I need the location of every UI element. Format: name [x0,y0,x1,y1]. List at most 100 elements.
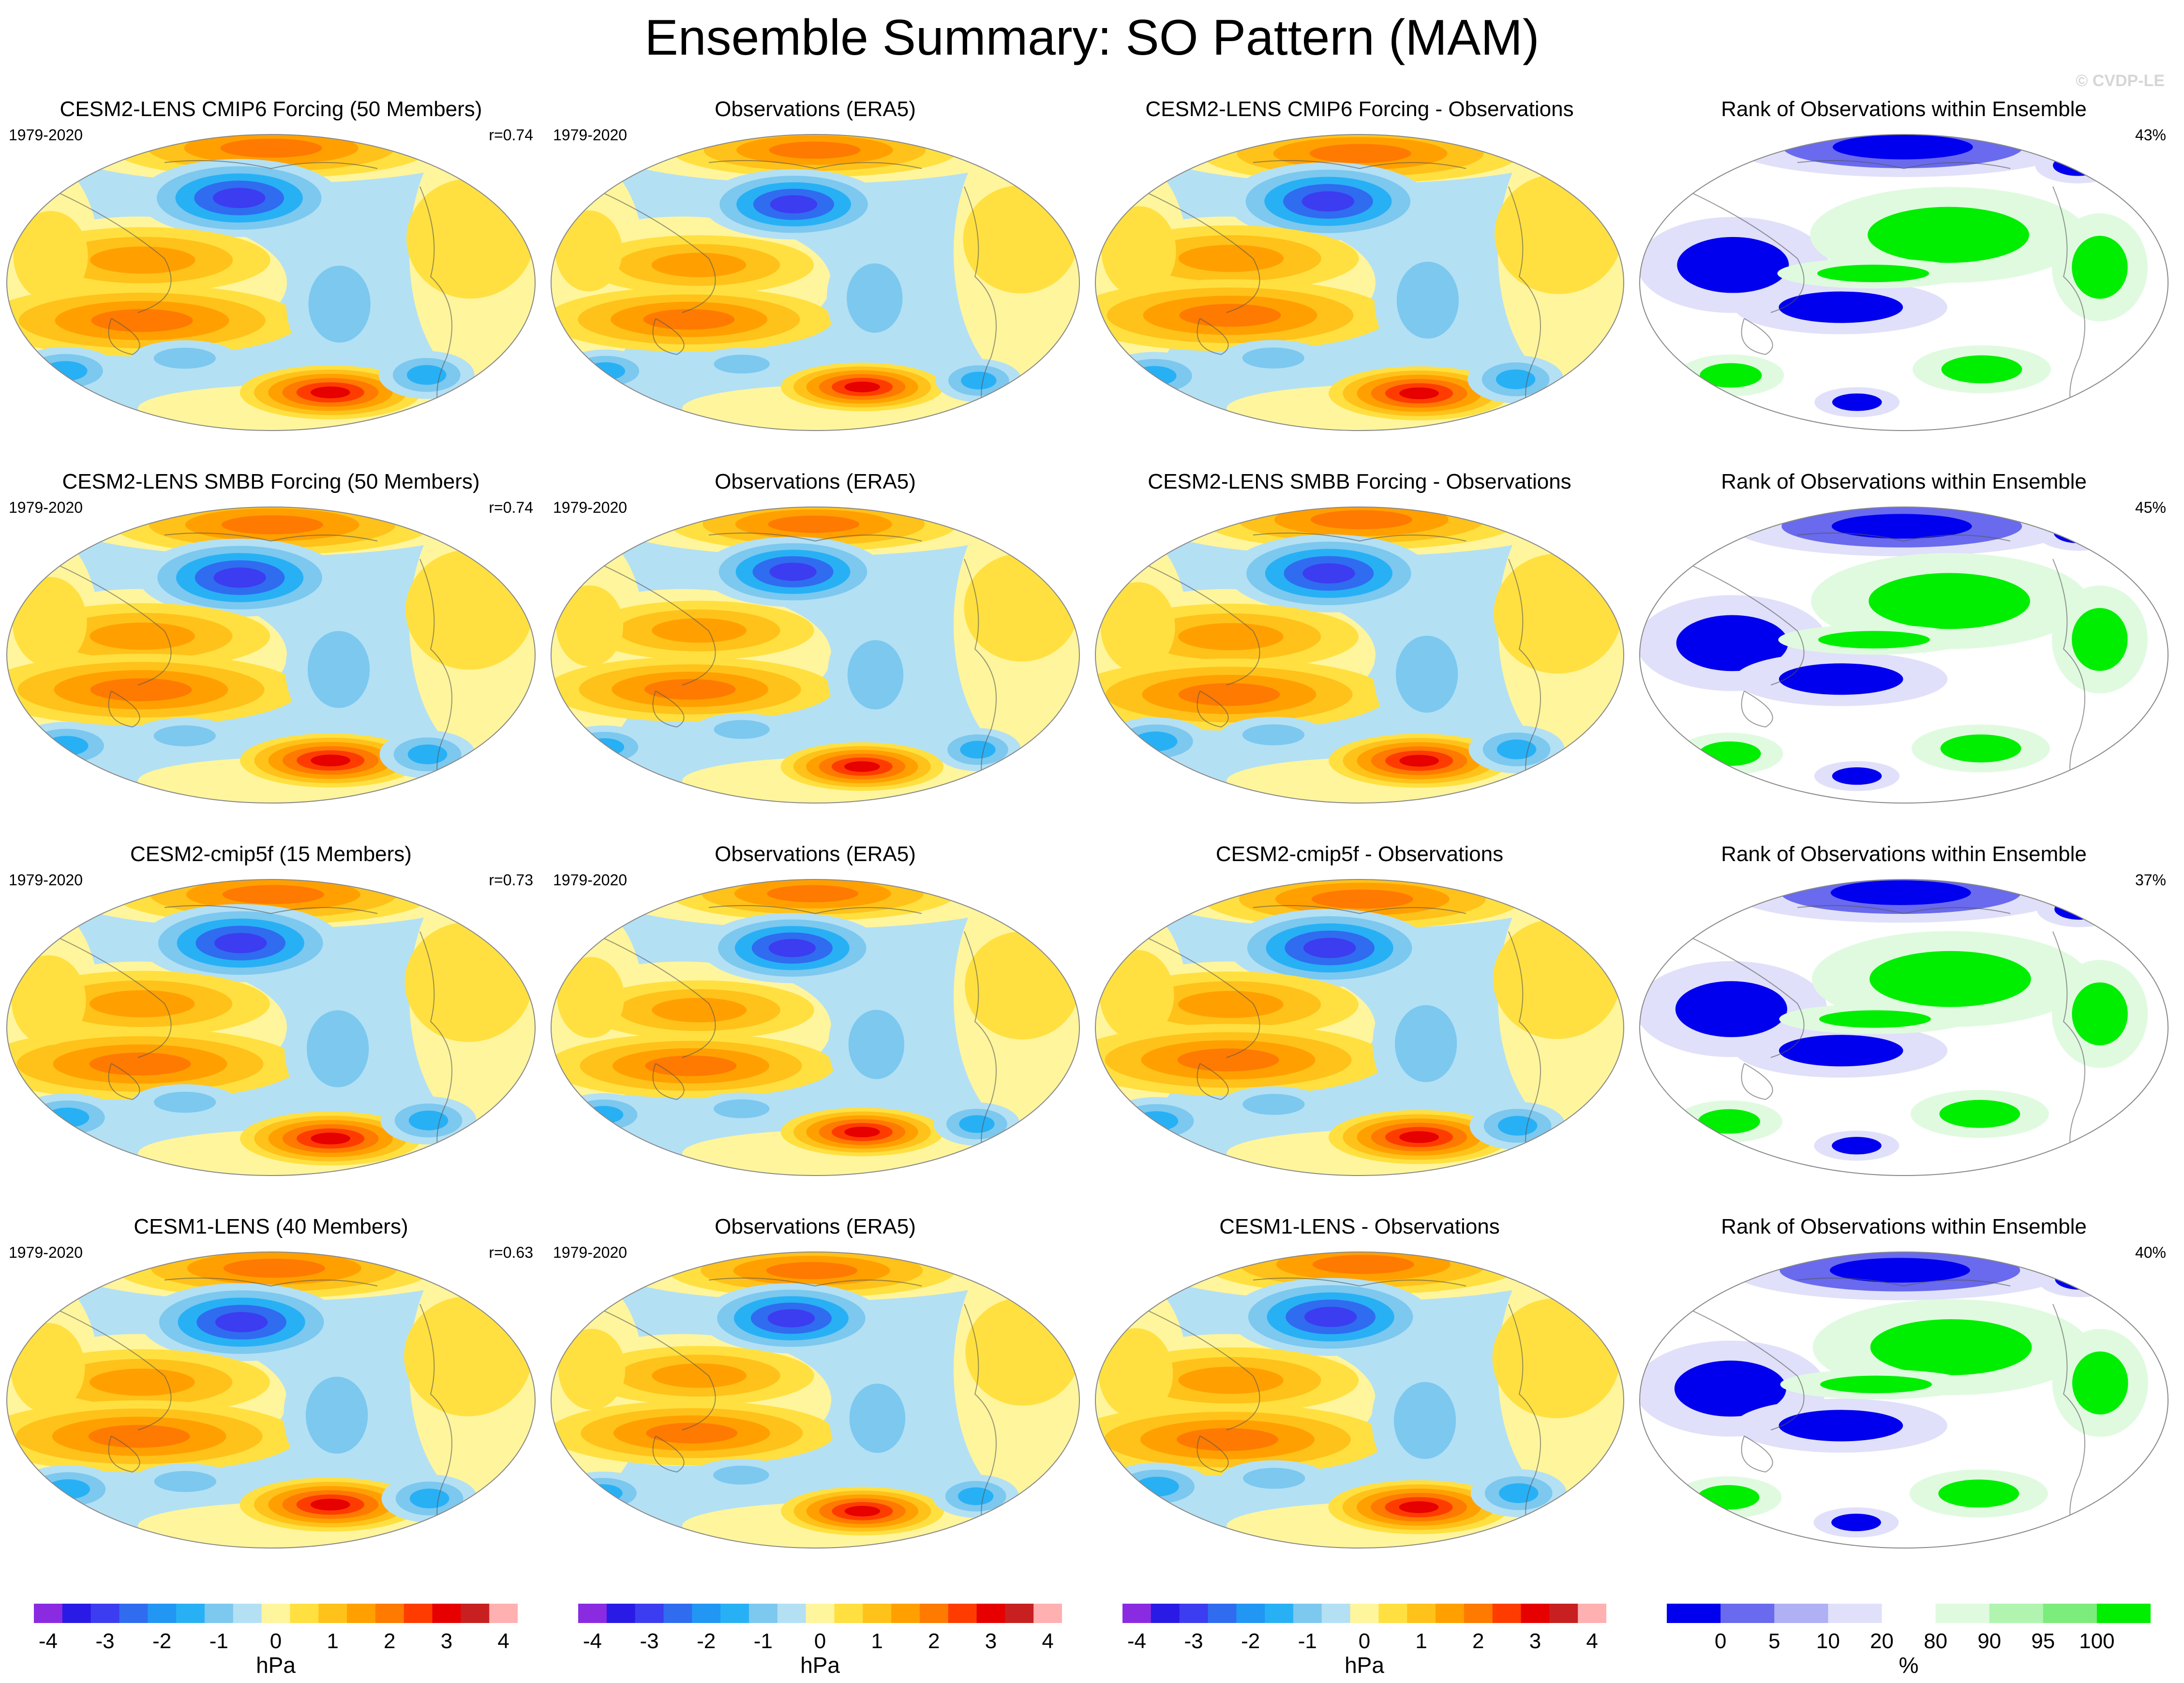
colorbar-swatch [1464,1604,1493,1623]
coastline [58,192,172,313]
map-rank [1639,506,2169,804]
contour-region [215,1312,268,1332]
colorbar-tick-label: 90 [1977,1629,2001,1653]
rank-panel: Rank of Observations within Ensemble 45% [1638,469,2170,808]
period-label: 1979-2020 [553,499,628,516]
coastline [1197,690,1229,728]
colorbar-swatch [1935,1604,1990,1623]
contour-region [90,622,195,650]
colorbar-swatch [919,1604,949,1623]
colorbar-swatch [1828,1604,1882,1623]
coastline [1146,192,1260,313]
map-border [6,879,536,1176]
coastline [1508,931,1541,1163]
contour-region [2037,1261,2123,1297]
colorbar-swatch [863,1604,892,1623]
map-slp [1095,1251,1624,1549]
coastline [1797,1277,2011,1287]
diff-panel: CESM2-LENS CMIP6 Forcing - Observations [1093,97,1626,435]
contour-region [961,372,997,390]
coastline [108,1063,140,1100]
contour-region [1178,1367,1284,1394]
obs-panel: Observations (ERA5) 1979-2020 [549,469,1081,808]
colorbar-swatch [1436,1604,1465,1623]
colorbar-swatch [1321,1604,1351,1623]
period-label: 1979-2020 [553,871,628,889]
colorbar-swatch [1005,1604,1034,1623]
contour-region [90,246,195,274]
colorbar-tick-label: 0 [270,1629,282,1653]
contour-region [651,253,747,277]
diff-panel: CESM2-cmip5f - Observations [1093,842,1626,1180]
coastline [602,192,716,313]
map-slp [6,506,536,804]
contour-region [766,1262,858,1280]
contour-region [1099,950,1174,1040]
contour-region [1310,510,1412,530]
contour-region [1399,1131,1439,1143]
colorbar-tick-label: 1 [871,1629,883,1653]
map-border [6,506,536,804]
colorbar-swatch [663,1604,692,1623]
contour-region [1178,683,1280,706]
contour-region [308,266,371,343]
colorbar-tick-label: 0 [1359,1629,1370,1653]
coastline [964,186,997,418]
colorbar-units: % [1899,1653,1919,1678]
map-slp [6,879,536,1176]
map-rank [1639,1251,2169,1549]
coastline [164,532,378,542]
contour-region [1699,741,1761,766]
contour-region [1301,191,1355,212]
obs-panel: Observations (ERA5) 1979-2020 [549,842,1081,1180]
contour-region [2036,515,2122,551]
colorbar-units: hPa [256,1653,296,1678]
coastline [652,1063,685,1100]
model-panel: CESM2-LENS CMIP6 Forcing (50 Members) 197… [5,97,537,435]
contour-region [153,725,216,746]
contour-region [306,1010,369,1087]
contour-region [652,1363,747,1388]
obs-panel: Observations (ERA5) 1979-2020 [549,1214,1081,1553]
coastline [1253,1277,1466,1287]
panel-title: CESM2-LENS SMBB Forcing (50 Members) [62,470,480,493]
contour-region [90,1369,195,1396]
coastline [1690,937,1805,1058]
period-label: 1979-2020 [553,126,628,144]
colorbar-swatch [1151,1604,1180,1623]
colorbar-swatch [290,1604,319,1623]
colorbar-swatch [1265,1604,1294,1623]
colorbar-swatch [1378,1604,1407,1623]
contour-region [1395,635,1458,713]
contour-region [1831,514,1972,539]
map-obs [551,879,1080,1176]
colorbar-swatch [1122,1604,1152,1623]
contour-region [406,365,447,385]
coastline [1797,532,2011,542]
coastline [1146,1310,1260,1430]
contour-region [1819,1010,1931,1028]
colorbar-tick-label: -3 [640,1629,658,1653]
contour-region [11,955,86,1045]
coastline [652,1435,685,1473]
coastline [602,565,716,685]
contour-region [1177,1048,1279,1072]
colorbar-swatch [90,1604,120,1623]
panel-title: CESM2-cmip5f (15 Members) [130,842,412,866]
contour-region [1677,237,1789,293]
contour-region [847,263,903,333]
coastline [108,690,140,728]
contour-region [1869,573,2030,629]
colorbar-tick-label: -1 [754,1629,773,1653]
coastline [1253,905,1466,914]
contour-region [958,1487,994,1505]
colorbar-swatch [1179,1604,1208,1623]
contour-region [570,731,639,762]
map-border [1639,506,2169,804]
colorbar-tick-label: 4 [1586,1629,1598,1653]
contour-region [585,362,626,380]
colorbar-swatch [233,1604,262,1623]
contour-region [1676,615,1788,671]
colorbar-tick-label: 20 [1870,1629,1894,1653]
coastline [1508,559,1541,790]
